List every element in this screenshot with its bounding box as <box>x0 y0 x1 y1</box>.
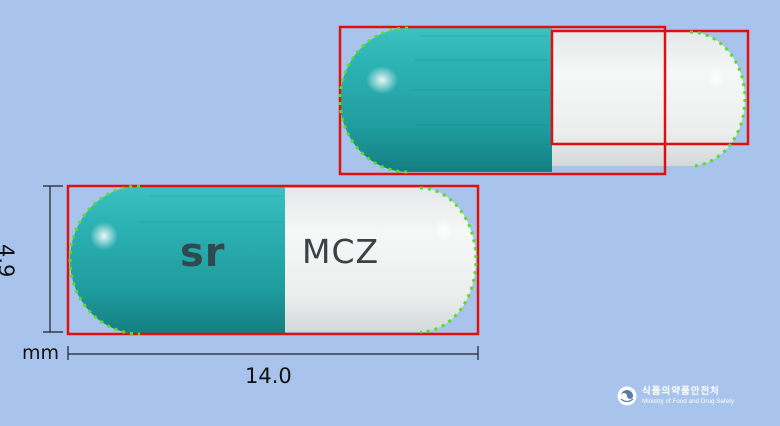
capsule-top-white-half <box>548 32 745 166</box>
imprint-mcz: MCZ <box>302 232 380 271</box>
capsule-bottom-white-half <box>280 188 476 332</box>
height-dimension-line <box>43 185 63 333</box>
capsule-top-box-a <box>338 25 667 176</box>
capsule-bottom-teal-half <box>70 186 285 334</box>
width-value: 14.0 <box>245 364 292 388</box>
mfds-logo: 식품의약품안전처 Ministry of Food and Drug Safet… <box>617 386 734 406</box>
capsule-bottom-box <box>66 184 480 336</box>
mfds-emblem-icon <box>617 386 637 406</box>
capsule-top-contour <box>338 26 747 174</box>
capsule-bottom-highlight <box>90 222 118 250</box>
logo-english-name: Ministry of Food and Drug Safety <box>642 397 735 405</box>
capsule-bottom <box>66 184 480 336</box>
capsule-top-teal-half <box>340 28 552 172</box>
capsule-bottom-contour <box>68 184 478 336</box>
imprint-sr: sr <box>180 230 226 276</box>
capsule-top-box-b <box>550 29 750 146</box>
width-dimension-line <box>67 346 479 360</box>
capsule-top-highlight <box>366 66 398 94</box>
height-value: 4.9 <box>0 244 18 278</box>
unit-label: mm <box>22 342 60 364</box>
capsule-top <box>338 25 750 176</box>
logo-korean-name: 식품의약품안전처 <box>642 386 720 398</box>
